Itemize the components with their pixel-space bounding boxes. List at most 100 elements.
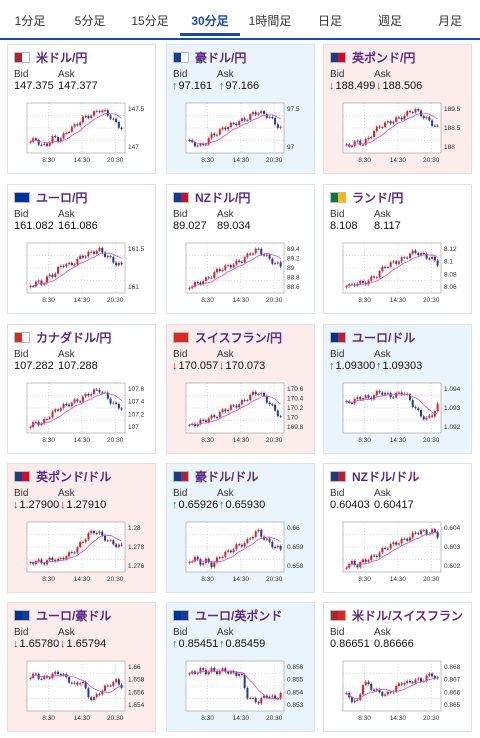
candle-body — [112, 682, 115, 686]
ask-label: Ask — [217, 209, 234, 220]
card-header: スイスフラン/円 — [173, 329, 282, 345]
rate-card[interactable]: 英ポンド/ドル Bid Ask ↓1.27900 ↓1.27910 1.28 1.278 1.… — [7, 463, 156, 593]
pair-name-link[interactable]: 英ポンド/円 — [352, 50, 416, 65]
price-chart[interactable]: 89.4 89.2 89 88.8 88.6 8:30 14:30 20:30 — [172, 237, 310, 309]
candle-body — [370, 555, 373, 560]
candle-body — [246, 687, 249, 699]
pair-name-link[interactable]: 豪ドル/円 — [195, 50, 247, 65]
candle-body — [243, 118, 246, 121]
candle-body — [106, 392, 109, 399]
bid-label: Bid — [173, 349, 188, 360]
candle-body — [271, 541, 274, 548]
candle-body — [268, 254, 271, 259]
price-chart[interactable]: 0.868 0.867 0.866 0.865 8:30 14:30 20:30 — [329, 655, 467, 727]
pair-name-link[interactable]: NZドル/円 — [195, 190, 251, 205]
rate-card[interactable]: ユーロ/英ポンド Bid Ask ↑0.85451 ↑0.85459 0.856 0.855… — [166, 602, 315, 732]
candle-body — [243, 543, 246, 547]
x-tick-label: 20:30 — [107, 437, 124, 444]
candle-body — [68, 404, 71, 407]
y-tick-label: 1.66 — [128, 664, 141, 671]
pair-name-link[interactable]: 豪ドル/ドル — [195, 469, 259, 484]
candle-body — [378, 552, 381, 557]
candle-body — [87, 533, 90, 540]
price-chart[interactable]: 189.5 188.5 188 8:30 14:30 20:30 — [329, 97, 467, 169]
tab-0[interactable]: 1分足 — [14, 14, 46, 28]
rate-card[interactable]: スイスフラン/円 Bid Ask ↓170.057 ↓170.073 170.6 170.4… — [166, 324, 315, 454]
candle-body — [59, 674, 62, 676]
rate-card[interactable]: 米ドル/スイスフラン Bid Ask 0.86651 0.86666 0.868 0.867… — [323, 602, 472, 732]
rate-card[interactable]: 英ポンド/円 Bid Ask ↓188.499 ↓188.506 189.5 188.5 18… — [323, 44, 472, 174]
candle-body — [202, 143, 205, 145]
candle-body — [246, 253, 249, 258]
rate-card[interactable]: 豪ドル/ドル Bid Ask ↑0.65926 ↑0.65930 0.66 0.659 0.6… — [166, 463, 315, 593]
candle-body — [112, 402, 115, 404]
ask-label: Ask — [58, 627, 75, 638]
candle-body — [392, 397, 395, 399]
x-tick-label: 14:30 — [390, 157, 407, 164]
price-chart[interactable]: 1.66 1.658 1.656 1.654 8:30 14:30 20:30 — [13, 655, 151, 727]
y-tick-label: 1.276 — [128, 563, 145, 570]
pair-name-link[interactable]: カナダドル/円 — [36, 330, 112, 345]
price-chart[interactable]: 1.094 1.093 1.092 8:30 14:30 20:30 — [329, 377, 467, 449]
tab-3[interactable]: 30分足 — [180, 8, 240, 36]
candle-body — [224, 127, 227, 130]
candle-body — [202, 419, 205, 421]
rate-card[interactable]: NZドル/円 Bid Ask 89.027 89.034 89.4 89.2 89 88.8 88… — [166, 184, 315, 314]
x-tick-label: 8:30 — [42, 297, 55, 304]
pair-name-link[interactable]: 米ドル/円 — [36, 50, 88, 65]
pair-name-link[interactable]: スイスフラン/円 — [195, 330, 282, 345]
rate-card[interactable]: NZドル/ドル Bid Ask 0.60403 0.60417 0.604 0.603 0.6… — [323, 463, 472, 593]
price-chart[interactable]: 0.856 0.855 0.854 0.853 8:30 14:30 20:30 — [172, 655, 310, 727]
price-chart[interactable]: 1.28 1.278 1.276 8:30 14:30 20:30 — [13, 516, 151, 588]
ask-value: 147.377 — [58, 80, 98, 92]
rate-card[interactable]: ユーロ/ドル Bid Ask ↑1.09300 ↑1.09303 1.094 1.093 1.… — [323, 324, 472, 454]
pair-name-link[interactable]: ユーロ/ドル — [352, 330, 416, 345]
price-chart[interactable]: 147.5 147 8:30 14:30 20:30 — [13, 97, 151, 169]
tab-7[interactable]: 月足 — [437, 14, 462, 28]
pair-name-link[interactable]: NZドル/ドル — [352, 469, 420, 484]
price-chart[interactable]: 8.12 8.1 8.08 8.06 8:30 14:30 20:30 — [329, 237, 467, 309]
moving-average-line — [189, 253, 281, 289]
rate-card[interactable]: 米ドル/円 Bid Ask 147.375 147.377 147.5 147 8:30 14:… — [7, 44, 156, 174]
bid-price: 0.86651 — [330, 638, 370, 650]
tab-4[interactable]: 1時間足 — [248, 14, 292, 28]
arrow-down-icon: ↓ — [60, 638, 66, 650]
pair-name-link[interactable]: 英ポンド/ドル — [36, 469, 112, 484]
candle-body — [265, 113, 268, 118]
rate-card[interactable]: 豪ドル/円 Bid Ask ↑97.161 ↑97.166 97.5 97 8:30 14:30… — [166, 44, 315, 174]
rate-card[interactable]: カナダドル/円 Bid Ask 107.282 107.288 107.6 107.4 107… — [7, 324, 156, 454]
pair-name-link[interactable]: 米ドル/スイスフラン — [352, 608, 463, 623]
x-tick-label: 14:30 — [390, 297, 407, 304]
pair-name-link[interactable]: ユーロ/豪ドル — [36, 608, 112, 623]
pair-name-link[interactable]: ユーロ/円 — [36, 190, 88, 205]
candle-body — [260, 111, 263, 114]
price-chart[interactable]: 0.604 0.603 0.602 8:30 14:30 20:30 — [329, 516, 467, 588]
candle-body — [350, 560, 353, 564]
candlestick-chart: 0.66 0.659 0.658 8:30 14:30 20:30 — [185, 521, 304, 583]
candle-body — [243, 674, 246, 688]
candle-body — [57, 671, 60, 675]
pair-name-link[interactable]: ランド/円 — [352, 190, 404, 205]
price-chart[interactable]: 107.6 107.4 107.2 107 8:30 14:30 20:30 — [13, 377, 151, 449]
rate-card[interactable]: ランド/円 Bid Ask 8.108 8.117 8.12 8.1 8.08 8.06 8:30… — [323, 184, 472, 314]
price-chart[interactable]: 97.5 97 8:30 14:30 20:30 — [172, 97, 310, 169]
rate-card[interactable]: ユーロ/豪ドル Bid Ask ↓1.65780 ↓1.65794 1.66 1.658 1.… — [7, 602, 156, 732]
tab-6[interactable]: 週足 — [377, 14, 402, 28]
candle-body — [76, 124, 79, 126]
candle-body — [345, 286, 348, 288]
pair-name-link[interactable]: ユーロ/英ポンド — [195, 608, 283, 623]
candle-body — [104, 110, 107, 112]
candle-body — [260, 392, 263, 395]
candle-body — [254, 531, 257, 537]
candle-body — [227, 550, 230, 552]
candle-body — [400, 683, 403, 685]
price-chart[interactable]: 0.66 0.659 0.658 8:30 14:30 20:30 — [172, 516, 310, 588]
rate-card[interactable]: ユーロ/円 Bid Ask 161.082 161.086 161.5 161 8:30 14:… — [7, 184, 156, 314]
candle-body — [260, 529, 263, 537]
price-chart[interactable]: 170.6 170.4 170.2 170 169.8 8:30 14:30 20:30 — [172, 377, 310, 449]
price-chart[interactable]: 161.5 161 8:30 14:30 20:30 — [13, 237, 151, 309]
tab-2[interactable]: 15分足 — [131, 14, 169, 28]
tab-1[interactable]: 5分足 — [74, 14, 106, 28]
bid-value: ↑0.65926 — [172, 499, 218, 511]
tab-5[interactable]: 日足 — [317, 14, 342, 28]
